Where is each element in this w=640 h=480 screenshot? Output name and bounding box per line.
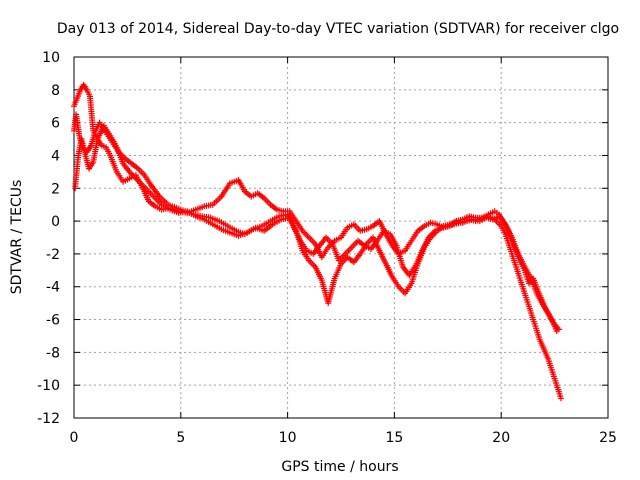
y-tick-label: 2 [51, 181, 60, 197]
x-tick-label: 0 [70, 430, 79, 446]
y-tick-label: 8 [51, 83, 60, 99]
y-tick-labels: -12 -10 -8 -6 -4 -2 0 2 4 6 8 10 [37, 50, 60, 427]
y-tick-label: -6 [46, 313, 60, 329]
chart-title: Day 013 of 2014, Sidereal Day-to-day VTE… [57, 21, 619, 37]
y-tick-label: 10 [42, 50, 60, 66]
y-tick-label: 4 [51, 148, 60, 164]
y-axis-label: SDTVAR / TECUs [9, 180, 25, 295]
y-tick-label: 0 [51, 214, 60, 230]
x-tick-label: 5 [176, 430, 185, 446]
y-tick-label: -10 [37, 378, 60, 394]
y-tick-label: -8 [46, 345, 60, 361]
y-tick-label: 6 [51, 116, 60, 132]
data-points [71, 81, 564, 402]
x-tick-label: 10 [279, 430, 297, 446]
y-tick-label: -2 [46, 247, 60, 263]
data-point-marker [558, 395, 564, 402]
x-tick-label: 25 [599, 430, 617, 446]
data-point-marker [553, 328, 560, 334]
gridlines [74, 57, 608, 418]
x-tick-labels: 0 5 10 15 20 25 [70, 430, 617, 446]
x-tick-label: 15 [385, 430, 403, 446]
x-tick-label: 20 [492, 430, 510, 446]
plot-frame [73, 56, 609, 419]
y-tick-label: -4 [46, 280, 60, 296]
y-tick-label: -12 [37, 411, 60, 427]
x-axis-label: GPS time / hours [281, 459, 398, 475]
